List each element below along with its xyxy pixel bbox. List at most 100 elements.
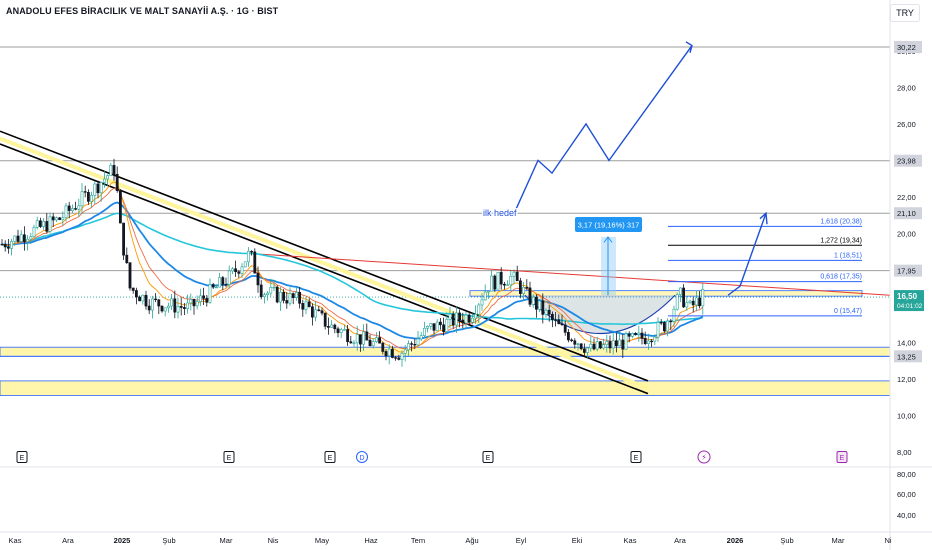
candle-body — [378, 337, 382, 344]
candle-body — [7, 246, 10, 249]
candle-body — [259, 284, 263, 298]
candle-body — [634, 333, 638, 335]
ema-mid-line — [1, 187, 704, 349]
level-badge-2 — [894, 207, 922, 220]
candle-body — [525, 287, 529, 289]
candle-body — [422, 327, 426, 336]
candle-body — [83, 191, 87, 193]
measure-arrowhead — [603, 236, 613, 243]
candle-body — [314, 309, 318, 318]
candle-body — [576, 343, 580, 345]
candle-body — [682, 287, 686, 308]
candle-body — [234, 268, 238, 273]
candle-body — [282, 292, 286, 301]
candle-body — [215, 286, 218, 289]
candle-body — [342, 329, 346, 331]
candle-body — [608, 341, 612, 349]
earnings-marker-1 — [223, 451, 235, 463]
candle-body — [99, 182, 103, 194]
candle-body — [691, 300, 695, 306]
candle-body — [167, 305, 170, 309]
price-tick-7: 22,00 — [897, 193, 916, 202]
dividend-marker — [356, 451, 368, 463]
countdown-value: 04:01:02 — [897, 303, 923, 310]
candle-body — [339, 329, 343, 333]
candle-body — [496, 272, 500, 290]
candle-body — [138, 296, 142, 302]
trendline-upper — [0, 130, 649, 382]
time-tick-13: Ara — [674, 536, 687, 545]
candle-body — [285, 300, 289, 304]
candle-body — [656, 321, 660, 338]
price-tick-0: 8,00 — [897, 448, 912, 457]
candle-body — [541, 300, 545, 315]
candle-body — [362, 331, 366, 345]
price-tick-1: 10,00 — [897, 412, 916, 421]
candle-body — [397, 357, 401, 360]
candle-body — [119, 190, 122, 224]
candle-body — [176, 306, 180, 313]
earnings-marker-7 — [836, 451, 848, 463]
candle-body — [672, 308, 676, 322]
candle-body — [247, 250, 250, 263]
candle-body — [125, 254, 129, 263]
level-badge-1 — [894, 154, 922, 167]
projection-arrowhead-2 — [759, 211, 768, 225]
candle-body — [509, 275, 513, 286]
candle-body — [512, 271, 516, 277]
candle-body — [151, 298, 154, 311]
level-badge-label-0: 30,22 — [897, 43, 916, 52]
candle-body — [278, 292, 282, 303]
measure-label: 3,17 (19,16%) 317 — [578, 221, 640, 230]
candle-body — [35, 220, 39, 228]
candle-body — [653, 336, 657, 342]
candle-body — [237, 271, 241, 274]
earnings-marker-label-5: E — [634, 455, 639, 462]
red-resistance — [247, 252, 891, 296]
candle-body — [42, 221, 46, 227]
candle-body — [589, 343, 593, 349]
candle-body — [326, 326, 330, 328]
level-badge-0 — [894, 40, 922, 53]
dividend-marker-label: D — [359, 455, 364, 462]
candle-body — [243, 261, 247, 268]
candle-body — [486, 290, 490, 293]
current-price-badge — [894, 290, 924, 312]
candle-body — [275, 286, 279, 303]
candle-body — [499, 272, 503, 285]
candle-body — [301, 303, 305, 310]
current-price-value: 16,50 — [897, 292, 918, 301]
candle-body — [358, 334, 362, 345]
candle-body — [22, 234, 26, 243]
candle-body — [291, 293, 295, 298]
candle-body — [384, 351, 388, 357]
level-badge-label-1: 23,98 — [897, 157, 916, 166]
candle-body — [557, 319, 561, 325]
volume-tick-2: 40,00 — [897, 511, 916, 520]
candle-body — [426, 326, 430, 329]
level-badge-label-3: 17,95 — [897, 267, 916, 276]
candle-body — [624, 333, 628, 350]
candle-body — [467, 314, 471, 323]
candle-body — [662, 322, 666, 332]
price-tick-10: 28,00 — [897, 83, 916, 92]
candle-body — [451, 313, 455, 326]
candle-body — [115, 174, 119, 191]
earnings-marker-label-0: E — [20, 455, 25, 462]
projection-path-1 — [514, 45, 693, 212]
volume-axis: 80,00 60,00 40,00 — [897, 470, 916, 520]
candle-body — [387, 348, 391, 357]
earnings-marker-0 — [16, 451, 28, 463]
price-tick-9: 26,00 — [897, 120, 916, 129]
candle-body — [483, 291, 487, 301]
candle-body — [528, 287, 532, 305]
candle-body — [627, 333, 631, 337]
time-tick-15: Şub — [780, 536, 793, 545]
support-zone-1 — [0, 380, 891, 396]
candle-body — [218, 277, 222, 288]
candle-body — [605, 341, 609, 346]
currency-button[interactable]: TRY — [890, 4, 920, 22]
candle-body — [32, 227, 36, 237]
candle-body — [128, 262, 132, 289]
